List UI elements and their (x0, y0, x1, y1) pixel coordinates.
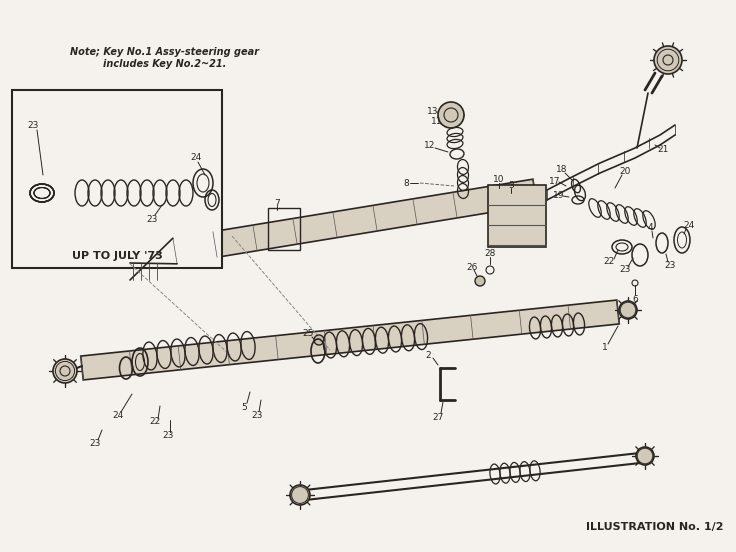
Polygon shape (173, 179, 537, 264)
Text: 23: 23 (89, 438, 101, 448)
Text: 12: 12 (425, 141, 436, 151)
Text: 22: 22 (604, 257, 615, 267)
Text: 24: 24 (683, 221, 695, 231)
Text: 23: 23 (251, 411, 263, 420)
Text: 23: 23 (146, 215, 158, 225)
Circle shape (314, 335, 324, 345)
Text: 5: 5 (241, 402, 247, 411)
Circle shape (636, 447, 654, 465)
Text: 23: 23 (163, 431, 174, 439)
Bar (488, 185, 546, 247)
Text: 22: 22 (149, 417, 160, 427)
Text: 11: 11 (431, 118, 443, 126)
Text: 25: 25 (302, 330, 314, 338)
Bar (12, 90, 222, 268)
Text: includes Key No.2~21.: includes Key No.2~21. (103, 59, 227, 69)
Bar (268, 208, 300, 250)
Text: 23: 23 (27, 121, 39, 130)
Text: ILLUSTRATION No. 1/2: ILLUSTRATION No. 1/2 (587, 522, 724, 532)
Circle shape (290, 485, 310, 505)
Circle shape (475, 276, 485, 286)
Text: 23: 23 (619, 266, 631, 274)
Text: 19: 19 (553, 192, 565, 200)
Text: 7: 7 (274, 199, 280, 208)
Text: 26: 26 (467, 263, 478, 272)
Text: 3: 3 (508, 181, 514, 189)
Text: 20: 20 (619, 167, 631, 177)
Text: 8: 8 (403, 178, 409, 188)
Text: UP TO JULY '73: UP TO JULY '73 (71, 251, 163, 261)
Text: 18: 18 (556, 166, 567, 174)
Text: 27: 27 (432, 412, 444, 422)
Polygon shape (81, 300, 619, 380)
Circle shape (53, 359, 77, 383)
Text: 28: 28 (484, 250, 495, 258)
Circle shape (654, 46, 682, 74)
Text: 17: 17 (549, 177, 561, 185)
Circle shape (619, 301, 637, 319)
Text: 24: 24 (113, 411, 124, 420)
Text: 21: 21 (657, 146, 669, 155)
Text: 1: 1 (602, 343, 608, 353)
Text: 6: 6 (632, 295, 638, 305)
Text: 10: 10 (493, 176, 505, 184)
Text: 23: 23 (665, 261, 676, 269)
Circle shape (438, 102, 464, 128)
Text: 24: 24 (191, 152, 202, 162)
Text: 4: 4 (647, 224, 653, 232)
Text: 2: 2 (425, 352, 431, 360)
Text: Note; Key No.1 Assy-steering gear: Note; Key No.1 Assy-steering gear (71, 47, 260, 57)
Text: 13: 13 (428, 108, 439, 116)
